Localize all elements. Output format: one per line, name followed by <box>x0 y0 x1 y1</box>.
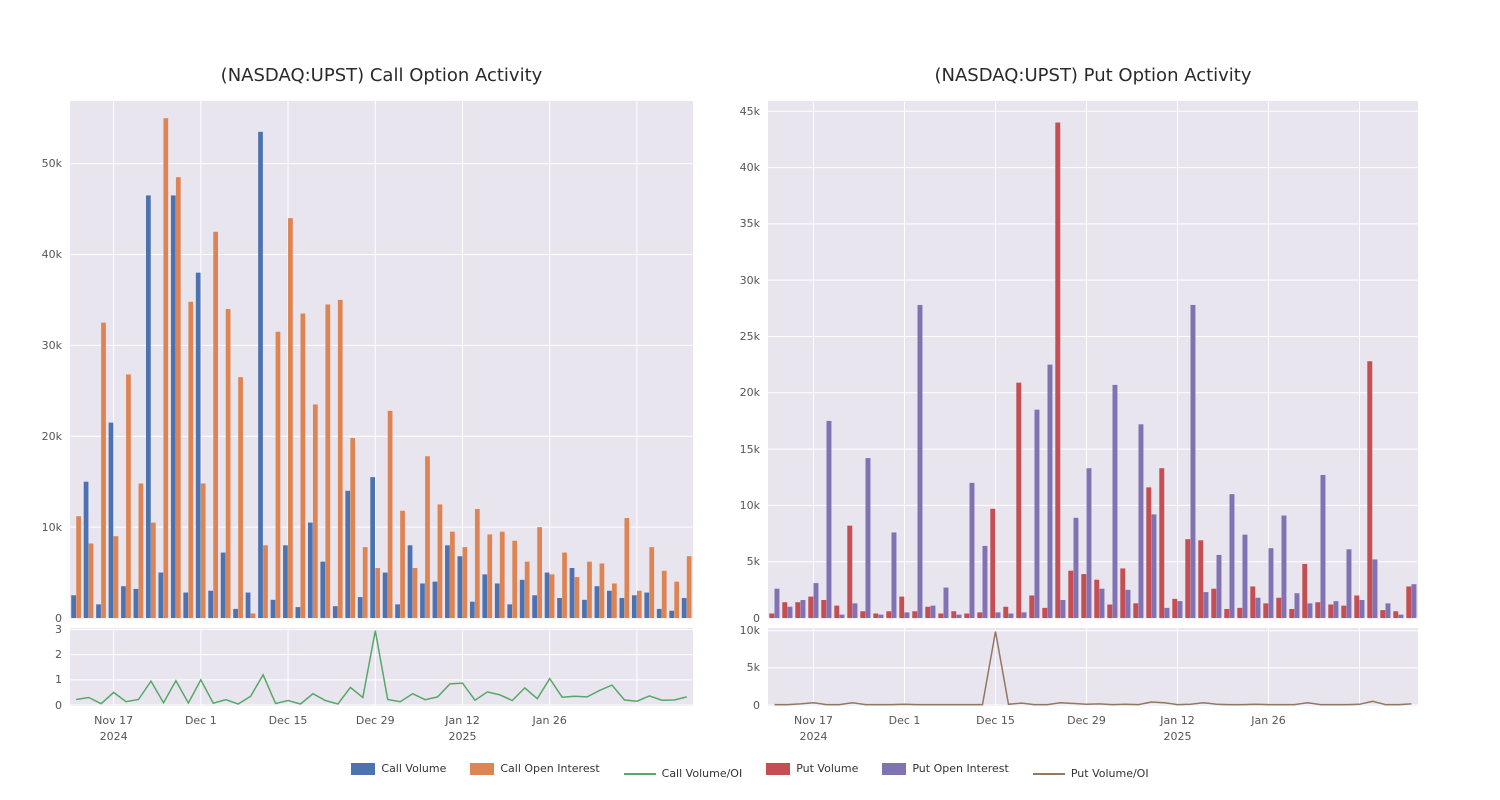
xlabels-left: Nov 17 Dec 1 Dec 15 Dec 29 Jan 12 Jan 26 2024 2… <box>70 710 693 760</box>
legend-label: Call Open Interest <box>500 762 599 775</box>
ylabels-put-top: 05k10k15k20k25k30k35k40k45k <box>700 100 766 618</box>
ytick-label: 5k <box>700 661 760 674</box>
ytick-label: 30k <box>2 339 62 352</box>
put-title: (NASDAQ:UPST) Put Option Activity <box>768 65 1418 86</box>
legend-label: Call Volume/OI <box>662 767 743 780</box>
legend-item: Put Volume/OI <box>1033 767 1149 780</box>
call-bottom-panel <box>70 627 693 705</box>
xtick-secondary-label: 2025 <box>422 730 502 743</box>
ytick-label: 15k <box>700 443 760 456</box>
legend-label: Call Volume <box>381 762 446 775</box>
ytick-label: 35k <box>700 217 760 230</box>
ytick-label: 30k <box>700 274 760 287</box>
legend-swatch-line <box>624 773 656 775</box>
xtick-label: Jan 12 <box>1138 714 1218 727</box>
legend-swatch-rect <box>351 763 375 775</box>
legend: Call Volume Call Open Interest Call Volume… <box>0 762 1500 780</box>
ytick-label: 25k <box>700 330 760 343</box>
ytick-label: 0 <box>700 612 760 625</box>
legend-item: Call Volume <box>351 762 446 775</box>
legend-label: Put Volume <box>796 762 858 775</box>
xtick-secondary-label: 2024 <box>774 730 854 743</box>
legend-item: Put Open Interest <box>882 762 1009 775</box>
xtick-label: Dec 15 <box>956 714 1036 727</box>
call-title: (NASDAQ:UPST) Call Option Activity <box>70 65 693 86</box>
legend-item: Call Open Interest <box>470 762 599 775</box>
put-bottom-panel <box>768 627 1418 705</box>
legend-label: Put Volume/OI <box>1071 767 1149 780</box>
ytick-label: 20k <box>2 430 62 443</box>
xtick-label: Nov 17 <box>774 714 854 727</box>
legend-item: Put Volume <box>766 762 858 775</box>
call-top-panel: (NASDAQ:UPST) Call Option Activity <box>70 100 693 618</box>
put-top-panel: (NASDAQ:UPST) Put Option Activity <box>768 100 1418 618</box>
xtick-label: Dec 15 <box>248 714 328 727</box>
ytick-label: 2 <box>2 648 62 661</box>
call-bottom-svg <box>70 627 693 705</box>
legend-swatch-rect <box>470 763 494 775</box>
xtick-label: Jan 26 <box>1229 714 1309 727</box>
ytick-label: 5k <box>700 555 760 568</box>
ytick-label: 40k <box>700 161 760 174</box>
legend-swatch-rect <box>766 763 790 775</box>
ytick-label: 0 <box>2 699 62 712</box>
put-bottom-svg <box>768 627 1418 705</box>
ytick-label: 3 <box>2 623 62 636</box>
xlabels-right: Nov 17 Dec 1 Dec 15 Dec 29 Jan 12 Jan 26 2024 2… <box>768 710 1418 760</box>
xtick-label: Dec 1 <box>161 714 241 727</box>
legend-swatch-line <box>1033 773 1065 775</box>
ytick-label: 20k <box>700 386 760 399</box>
figure: (NASDAQ:UPST) Call Option Activity (NASD… <box>0 0 1500 800</box>
ytick-label: 50k <box>2 157 62 170</box>
ytick-label: 10k <box>2 521 62 534</box>
ytick-label: 1 <box>2 673 62 686</box>
call-top-svg <box>70 100 693 618</box>
xtick-label: Dec 29 <box>335 714 415 727</box>
ytick-label: 10k <box>700 499 760 512</box>
ytick-label: 45k <box>700 105 760 118</box>
legend-item: Call Volume/OI <box>624 767 743 780</box>
ytick-label: 40k <box>2 248 62 261</box>
xtick-label: Jan 12 <box>422 714 502 727</box>
legend-swatch-rect <box>882 763 906 775</box>
put-top-svg <box>768 100 1418 618</box>
xtick-label: Jan 26 <box>510 714 590 727</box>
ylabels-call-top: 010k20k30k40k50k <box>0 100 68 618</box>
ylabels-call-bottom: 0123 <box>0 627 68 705</box>
xtick-label: Dec 1 <box>865 714 945 727</box>
ytick-label: 0 <box>700 699 760 712</box>
xtick-secondary-label: 2025 <box>1138 730 1218 743</box>
legend-label: Put Open Interest <box>912 762 1009 775</box>
xtick-secondary-label: 2024 <box>74 730 154 743</box>
xtick-label: Nov 17 <box>74 714 154 727</box>
ytick-label: 10k <box>700 624 760 637</box>
ylabels-put-bottom: 05k10k <box>700 627 766 705</box>
xtick-label: Dec 29 <box>1047 714 1127 727</box>
